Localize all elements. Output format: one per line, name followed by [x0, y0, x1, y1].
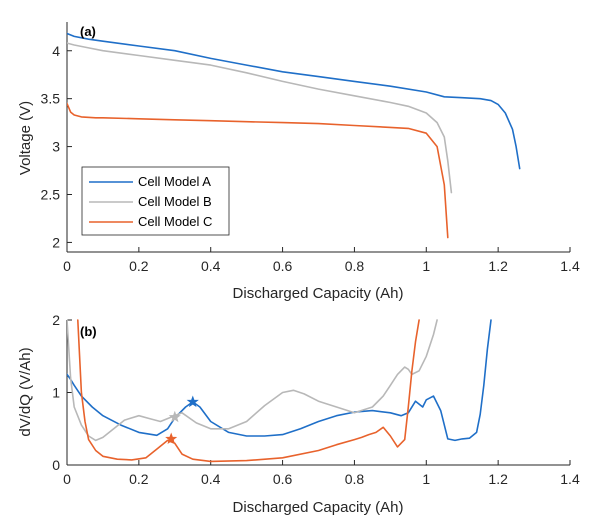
panel-a-xtick-label: 0.8: [345, 258, 365, 274]
panel-b-line-c: [77, 319, 420, 463]
panel-a-xtick-label: 1: [422, 258, 430, 274]
panel-a-ylabel: Voltage (V): [17, 101, 34, 175]
panel-a-xtick-label: 1.2: [488, 258, 508, 274]
legend-box: [81, 166, 230, 236]
panel-b-xtick-label: 0.8: [345, 471, 365, 487]
panel-b-xtick-label: 0.2: [129, 471, 149, 487]
panel-b-xtick-label: 0.6: [273, 471, 293, 487]
panel-b-ytick-label: 1: [52, 385, 60, 401]
panel-b-yticks: 0 1 2: [52, 312, 72, 473]
panel-b-xtick-label: 0.4: [201, 471, 221, 487]
panel-a-ytick-label: 2.5: [41, 187, 61, 203]
legend-label-a: Cell Model A: [138, 174, 211, 189]
star-marker-b: [168, 410, 181, 423]
panel-a-xlabel: Discharged Capacity (Ah): [233, 285, 404, 302]
legend-label-c: Cell Model C: [138, 214, 212, 229]
panel-a-ytick-label: 3.5: [41, 91, 61, 107]
legend: Cell Model A Cell Model B Cell Model C: [81, 166, 230, 236]
panel-b-series: [67, 319, 492, 463]
panel-b-xlabel: Discharged Capacity (Ah): [233, 499, 404, 516]
legend-label-b: Cell Model B: [138, 194, 212, 209]
panel-a-line-c: [67, 102, 449, 239]
panel-a-ytick-label: 3: [52, 139, 60, 155]
panel-b-label: (b): [80, 324, 97, 339]
panel-a-line-b: [67, 42, 453, 194]
panel-a-ytick-label: 2: [52, 234, 60, 250]
star-marker-c: [165, 432, 178, 444]
panel-b-ylabel: dV/dQ (V/Ah): [17, 347, 34, 436]
panel-b-ytick-label: 0: [52, 457, 60, 473]
panel-a-yticks: 2 2.5 3 3.5 4: [41, 43, 72, 250]
panel-a-xtick-label: 0.6: [273, 258, 293, 274]
panel-b-xtick-label: 1.4: [560, 471, 580, 487]
panel-a-xtick-label: 0.4: [201, 258, 221, 274]
panel-b-line-b: [67, 319, 438, 442]
panel-b-ytick-label: 2: [52, 312, 60, 328]
star-marker-a: [186, 395, 199, 408]
panel-b-xtick-label: 1.2: [488, 471, 508, 487]
panel-a-xtick-label: 1.4: [560, 258, 580, 274]
panel-b-xtick-label: 0: [63, 471, 71, 487]
panel-a-xtick-label: 0.2: [129, 258, 149, 274]
panel-a-xticks: 0 0.2 0.4 0.6 0.8 1 1.2 1.4: [63, 247, 580, 274]
panel-a-line-a: [67, 32, 521, 170]
panel-b-xtick-label: 1: [422, 471, 430, 487]
panel-a-xtick-label: 0: [63, 258, 71, 274]
panel-b-xticks: 0 0.2 0.4 0.6 0.8 1 1.2 1.4: [63, 460, 580, 487]
panel-a: 2 2.5 3 3.5 4 0 0.2 0.4 0.6 0.8 1 1.2 1.4 (a) Disch…: [17, 22, 580, 302]
panel-b: 0 1 2 0 0.2 0.4 0.6 0.8 1 1.2 1.4 (b) Discharged …: [17, 312, 580, 516]
panel-a-ytick-label: 4: [52, 43, 60, 59]
panel-b-line-a: [67, 319, 492, 442]
panel-b-markers: [165, 395, 199, 444]
panel-a-series: [67, 32, 521, 239]
panel-a-label: (a): [80, 24, 96, 39]
